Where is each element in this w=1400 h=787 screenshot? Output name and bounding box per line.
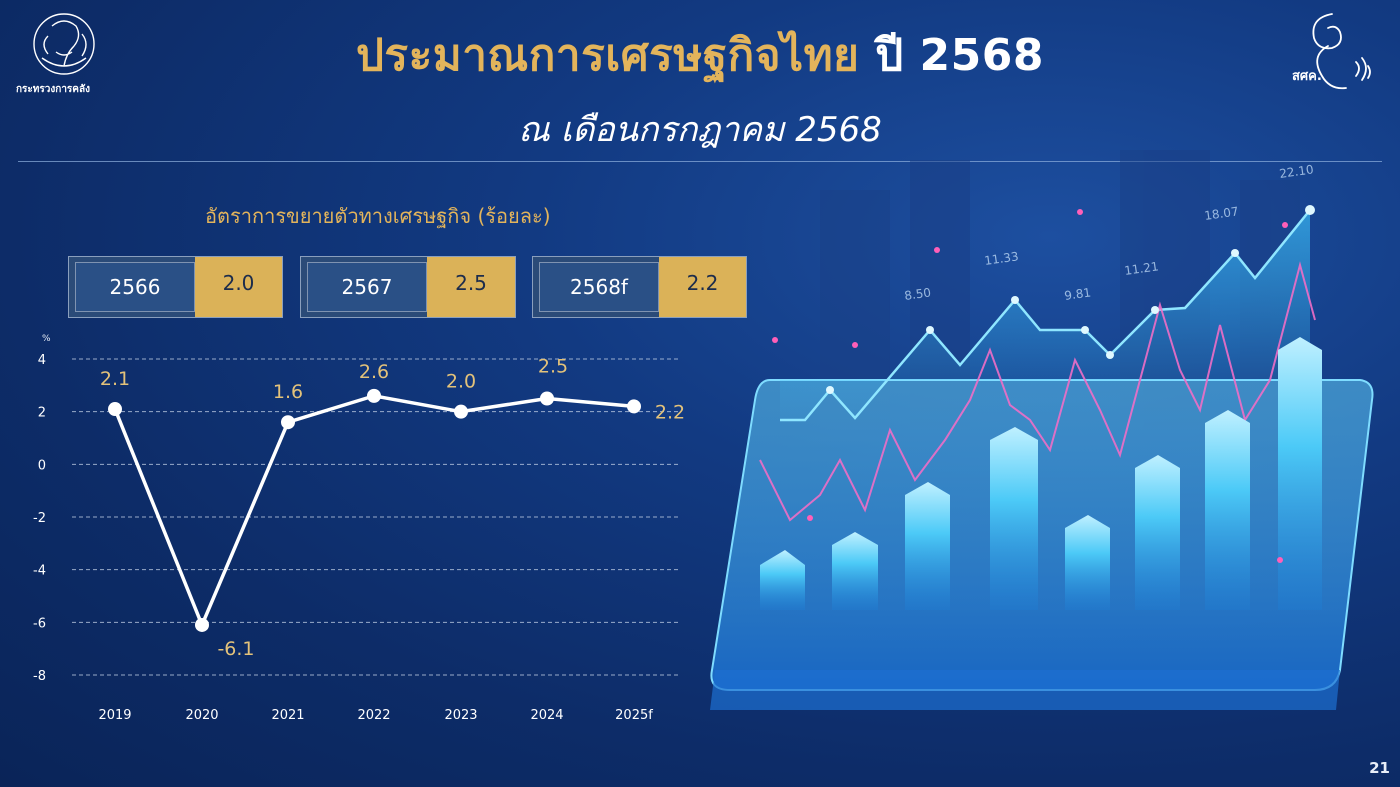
fpo-logo-text: สศค. — [1292, 69, 1322, 84]
x-tick-label: 2023 — [444, 708, 477, 723]
summary-year: 2567 — [307, 262, 427, 312]
y-tick-label: -6 — [33, 616, 46, 631]
data-label: -6.1 — [217, 638, 254, 660]
fpo-logo: สศค. — [1272, 6, 1382, 102]
illustration-number: 11.33 — [983, 249, 1019, 268]
page-number: 21 — [1369, 759, 1390, 777]
ministry-logo-text: กระทรวงการคลัง — [16, 83, 90, 95]
title-year: ปี 2568 — [875, 30, 1044, 81]
illustration-number: 11.21 — [1123, 259, 1159, 278]
illustration-number: 8.50 — [903, 285, 931, 303]
summary-box-2566: 2566 2.0 — [68, 256, 283, 318]
x-tick-label: 2021 — [271, 708, 304, 723]
illustration-number: 9.81 — [1063, 285, 1091, 303]
data-point — [108, 402, 122, 417]
data-label: 2.2 — [655, 401, 685, 423]
illustration-number: 22.10 — [1278, 162, 1314, 181]
y-tick-label: 4 — [38, 353, 46, 368]
chart-heading: อัตราการขยายตัวทางเศรษฐกิจ (ร้อยละ) — [205, 204, 551, 228]
gdp-growth-line — [113, 394, 635, 627]
y-tick-label: 2 — [38, 406, 46, 421]
data-label: 2.1 — [100, 368, 130, 390]
data-label: 2.6 — [359, 361, 389, 383]
summary-box-2567: 2567 2.5 — [300, 256, 516, 318]
y-tick-label: -4 — [33, 564, 46, 579]
growth-illustration: 22.10 18.07 11.33 11.21 9.81 8.50 — [710, 150, 1374, 710]
data-point — [627, 399, 641, 414]
y-tick-label: -2 — [33, 511, 46, 526]
data-point — [195, 617, 209, 632]
data-point — [281, 415, 295, 430]
page-title: ประมาณการเศรษฐกิจไทย ปี 2568 — [0, 20, 1400, 90]
summary-value: 2.0 — [195, 257, 282, 317]
header-divider — [18, 161, 1382, 162]
y-tick-label: -8 — [33, 669, 46, 684]
x-tick-label: 2025f — [615, 708, 653, 723]
data-point — [454, 404, 468, 419]
title-main: ประมาณการเศรษฐกิจไทย — [356, 30, 860, 81]
summary-value: 2.5 — [427, 257, 515, 317]
summary-year: 2566 — [75, 262, 195, 312]
x-tick-label: 2022 — [357, 708, 390, 723]
data-label: 2.0 — [446, 371, 476, 393]
gdp-line-chart: % 4 2 0 -2 -4 -6 -8 2019 2020 2021 2022 2023 2024 20… — [33, 334, 685, 723]
summary-value: 2.2 — [659, 257, 746, 317]
summary-box-2568f: 2568f 2.2 — [532, 256, 747, 318]
data-point — [540, 391, 554, 406]
data-label: 1.6 — [273, 381, 303, 403]
x-tick-label: 2019 — [98, 708, 131, 723]
page-subtitle: ณ เดือนกรกฎาคม 2568 — [518, 110, 882, 150]
x-tick-label: 2024 — [530, 708, 563, 723]
y-tick-label: 0 — [38, 458, 46, 473]
data-label: 2.5 — [538, 356, 568, 378]
ministry-logo: กระทรวงการคลัง — [12, 6, 122, 98]
illustration-platform — [710, 379, 1374, 691]
illustration-number: 18.07 — [1203, 204, 1239, 223]
data-point — [367, 388, 381, 403]
summary-year: 2568f — [539, 262, 659, 312]
x-tick-label: 2020 — [185, 708, 218, 723]
y-unit-label: % — [42, 334, 51, 344]
